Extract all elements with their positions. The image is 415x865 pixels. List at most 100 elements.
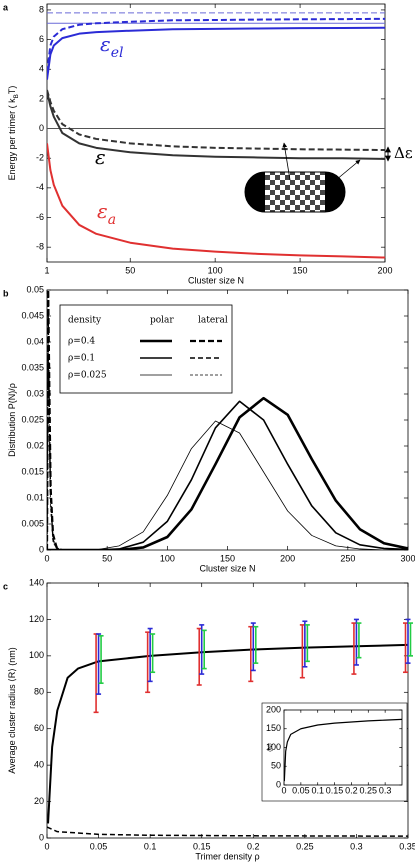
- data-line: [47, 26, 385, 80]
- y-axis-label-part: Energy per trimer ( k: [7, 98, 17, 181]
- data-line: [47, 396, 408, 550]
- x-tick-label: 0: [44, 553, 49, 563]
- x-axis-label: Cluster size N: [199, 563, 255, 573]
- y-axis-label-part: Distribution P(N)/ρ: [7, 383, 17, 457]
- x-tick-label: 150: [220, 553, 235, 563]
- error-bar: [302, 620, 308, 668]
- y-tick-label: 0: [276, 779, 281, 789]
- y-tick-label: 0.045: [21, 310, 44, 320]
- y-tick-label: 50: [271, 761, 281, 771]
- panel-letter: c: [3, 581, 8, 591]
- pointer-arrow: [329, 159, 361, 186]
- legend-label: ρ=0.1: [68, 354, 95, 364]
- y-tick-label: 0.04: [26, 336, 44, 346]
- x-tick-label: 0.15: [326, 785, 344, 795]
- error-bar: [356, 622, 362, 659]
- x-tick-label: 0.3: [350, 841, 363, 851]
- legend-box: [59, 304, 233, 394]
- data-line: [47, 400, 408, 550]
- annotation-part: ε: [97, 199, 108, 223]
- panel-letter: b: [3, 288, 9, 298]
- x-tick-label: 0.25: [360, 785, 378, 795]
- pointer-arrow: [282, 142, 291, 181]
- annotation: εel: [100, 32, 124, 62]
- error-bar: [199, 624, 205, 675]
- y-axis-label: Distribution P(N)/ρ: [7, 383, 17, 457]
- y-tick-label: 8: [39, 4, 44, 14]
- annotation-part: Δε: [394, 144, 413, 162]
- y-tick-label: -8: [36, 242, 44, 252]
- y-tick-label: 0.035: [21, 362, 44, 372]
- error-bar: [145, 631, 151, 694]
- y-tick-label: 20: [34, 796, 44, 806]
- annotation: εa: [97, 199, 116, 229]
- error-bar: [304, 624, 310, 663]
- y-axis-label: Average cluster radius ⟨R⟩ (nm): [7, 647, 17, 773]
- y-axis-label: ⟨N⟩: [267, 743, 274, 752]
- panel-letter: a: [3, 2, 9, 12]
- trimer-cap: [245, 172, 265, 212]
- error-bar: [248, 625, 254, 683]
- y-tick-label: 140: [29, 577, 44, 587]
- data-line: [47, 341, 62, 550]
- x-tick-label: 0.05: [90, 841, 108, 851]
- y-tick-label: 0.03: [26, 388, 44, 398]
- plot-area: [47, 289, 408, 550]
- data-line: [284, 718, 402, 782]
- data-line: [47, 17, 385, 73]
- y-tick-label: 0.025: [21, 414, 44, 424]
- error-bar: [403, 622, 408, 674]
- x-tick-label: 100: [208, 265, 223, 275]
- x-axis-label: Cluster size N: [188, 275, 244, 285]
- x-tick-label: 100: [160, 553, 175, 563]
- y-tick-label: 0.02: [26, 440, 44, 450]
- x-tick-label: 0: [281, 785, 286, 795]
- y-tick-label: 2: [39, 93, 44, 103]
- annotation: Δε: [394, 144, 413, 162]
- x-tick-label: 0.05: [292, 785, 310, 795]
- error-bar: [196, 627, 202, 686]
- data-line: [47, 143, 385, 259]
- y-tick-label: 120: [29, 614, 44, 624]
- y-tick-label: -4: [36, 182, 44, 192]
- y-tick-label: 0.01: [26, 492, 44, 502]
- legend-header: lateral: [198, 316, 228, 326]
- annotation-part: a: [108, 212, 116, 228]
- annotation: ε: [95, 145, 106, 169]
- x-tick-label: 200: [280, 553, 295, 563]
- y-tick-label: 40: [34, 760, 44, 770]
- y-tick-label: 0.05: [26, 284, 44, 294]
- plot-area: [284, 718, 402, 782]
- trimer-cap: [325, 172, 345, 212]
- x-tick-label: 0.35: [399, 841, 415, 851]
- y-tick-label: 0.015: [21, 466, 44, 476]
- x-tick-label: 0.1: [311, 785, 324, 795]
- y-tick-label: 150: [266, 723, 281, 733]
- y-tick-label: 0: [39, 123, 44, 133]
- annotation-part: ε: [100, 32, 111, 56]
- y-tick-label: 0: [39, 832, 44, 842]
- y-axis-label-part: ⟨N⟩: [267, 743, 274, 752]
- y-axis-label-part: Average cluster radius ⟨R⟩ (nm): [7, 647, 17, 773]
- x-tick-label: 0.2: [247, 841, 260, 851]
- annotation-part: el: [111, 45, 124, 61]
- data-line: [47, 91, 385, 160]
- y-tick-label: 60: [34, 723, 44, 733]
- y-tick-label: 4: [39, 64, 44, 74]
- data-line: [47, 420, 408, 550]
- error-bar: [96, 633, 102, 695]
- error-bar: [150, 633, 156, 674]
- error-bar: [299, 624, 305, 679]
- x-axis-label: Trimer density ρ: [195, 851, 259, 861]
- y-axis-label-part: T): [7, 86, 17, 95]
- y-tick-label: -6: [36, 212, 44, 222]
- x-tick-label: 0: [44, 841, 49, 851]
- y-tick-label: 200: [266, 704, 281, 714]
- annotation-part: ε: [95, 145, 106, 169]
- plot-frame: [46, 3, 386, 263]
- x-tick-label: 150: [293, 265, 308, 275]
- y-axis-label-part: B: [13, 94, 20, 98]
- legend-label: ρ=0.4: [68, 337, 95, 347]
- x-tick-label: 50: [125, 265, 135, 275]
